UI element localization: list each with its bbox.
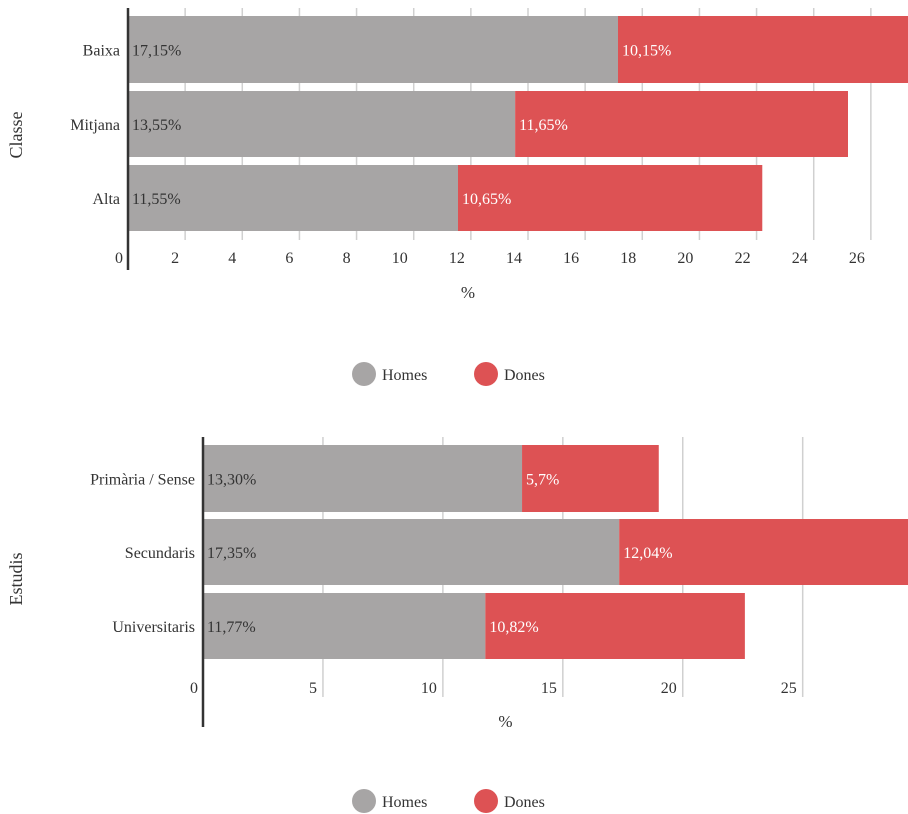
- x-tick-label: 12: [449, 250, 465, 267]
- x-tick-label: 18: [620, 250, 636, 267]
- data-label: 12,04%: [623, 545, 672, 562]
- category-label: Mitjana: [70, 117, 120, 134]
- x-tick-label: 5: [309, 680, 317, 697]
- x-tick-label: 26: [849, 250, 865, 267]
- bar-dones: [458, 165, 763, 231]
- legend-label-dones: Dones: [504, 367, 545, 384]
- data-label: 11,55%: [132, 191, 181, 208]
- category-label: Universitaris: [112, 619, 195, 636]
- x-tick-label: 15: [541, 680, 557, 697]
- legend: Homes Dones: [352, 362, 545, 386]
- x-tick-label: 24: [792, 250, 808, 267]
- x-tick-label: 20: [661, 680, 677, 697]
- x-tick-label: 6: [285, 250, 293, 267]
- y-axis-title: Classe: [6, 111, 26, 158]
- legend-swatch-homes: [352, 789, 376, 813]
- x-axis-title: %: [498, 712, 512, 731]
- category-label: Baixa: [83, 43, 120, 60]
- x-tick-label: 25: [781, 680, 797, 697]
- x-tick-label: 0: [190, 680, 198, 697]
- x-axis-title: %: [461, 283, 475, 302]
- category-label: Alta: [92, 191, 120, 208]
- legend-swatch-dones: [474, 789, 498, 813]
- data-label: 11,65%: [519, 117, 568, 134]
- legend-label-dones: Dones: [504, 794, 545, 811]
- x-tick-label: 20: [677, 250, 693, 267]
- bar-homes: [203, 593, 486, 659]
- x-tick-label: 14: [506, 250, 522, 267]
- data-label: 11,77%: [207, 619, 256, 636]
- data-label: 17,35%: [207, 545, 256, 562]
- category-label: Primària / Sense: [90, 472, 195, 489]
- bar-dones: [515, 91, 848, 157]
- x-tick-label: 8: [343, 250, 351, 267]
- x-tick-label: 10: [421, 680, 437, 697]
- legend-label-homes: Homes: [382, 794, 427, 811]
- x-tick-label: 10: [392, 250, 408, 267]
- bar-dones: [618, 16, 908, 83]
- x-tick-label: 0: [115, 250, 123, 267]
- data-label: 13,30%: [207, 472, 256, 489]
- x-tick-label: 22: [735, 250, 751, 267]
- bar-dones: [485, 593, 745, 659]
- legend-swatch-homes: [352, 362, 376, 386]
- bar-homes: [203, 519, 620, 585]
- bar-homes: [128, 165, 458, 231]
- bar-dones: [619, 519, 908, 585]
- data-label: 10,15%: [622, 43, 671, 60]
- data-label: 10,82%: [489, 619, 538, 636]
- bar-homes: [203, 445, 523, 512]
- bar-homes: [128, 91, 516, 157]
- bar-homes: [128, 16, 618, 83]
- y-axis-title: Estudis: [6, 552, 26, 605]
- x-tick-label: 2: [171, 250, 179, 267]
- legend-label-homes: Homes: [382, 367, 427, 384]
- x-tick-label: 16: [563, 250, 579, 267]
- category-label: Secundaris: [125, 545, 195, 562]
- legend-swatch-dones: [474, 362, 498, 386]
- data-label: 10,65%: [462, 191, 511, 208]
- x-tick-label: 4: [228, 250, 236, 267]
- data-label: 13,55%: [132, 117, 181, 134]
- data-label: 5,7%: [526, 472, 559, 489]
- legend: Homes Dones: [352, 789, 545, 813]
- chart-estudis: 0 5 10 15 20 25 13,30% 5,7% Primària / Sense 17,3…: [6, 437, 908, 813]
- data-label: 17,15%: [132, 43, 181, 60]
- bar-dones: [522, 445, 659, 512]
